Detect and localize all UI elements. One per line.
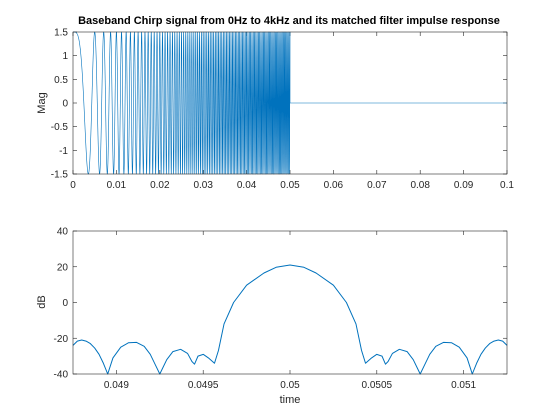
chirp-chart-ylabel: Mag bbox=[36, 92, 48, 113]
matched-ytick-label: 20 bbox=[57, 262, 69, 273]
matched-series-line bbox=[72, 264, 508, 375]
chirp-xtick-label: 0.1 bbox=[500, 180, 514, 191]
matched-filter-chart: dB time 0.049 0.0495 0.05 0.0505 0.051 -40 -20… bbox=[36, 227, 508, 406]
chirp-ytick-label: 0 bbox=[62, 99, 68, 110]
matched-xtick-label: 0.0505 bbox=[362, 380, 393, 391]
chirp-xtick-label: 0.03 bbox=[193, 180, 213, 191]
matched-chart-ylabel: dB bbox=[36, 295, 48, 308]
chirp-ytick-label: -0.5 bbox=[51, 122, 69, 133]
chirp-series-line bbox=[72, 31, 507, 175]
matched-ytick-label: 40 bbox=[57, 227, 69, 238]
matched-axes-box bbox=[72, 230, 508, 375]
chirp-chart-title: Baseband Chirp signal from 0Hz to 4kHz a… bbox=[78, 15, 500, 27]
chirp-xtick-label: 0.06 bbox=[324, 180, 344, 191]
chirp-xtick-label: 0.04 bbox=[237, 180, 257, 191]
chirp-xtick-label: 0.08 bbox=[410, 180, 430, 191]
matched-ytick-label: 0 bbox=[62, 298, 68, 309]
chirp-xtick-label: 0.07 bbox=[367, 180, 387, 191]
chirp-xtick-label: 0.01 bbox=[107, 180, 127, 191]
matched-plot-area bbox=[73, 231, 507, 374]
matched-ytick-label: -20 bbox=[54, 334, 69, 345]
chirp-ytick-label: -1 bbox=[59, 146, 68, 157]
chirp-xtick-label: 0.05 bbox=[280, 180, 300, 191]
chirp-chart: Baseband Chirp signal from 0Hz to 4kHz a… bbox=[36, 15, 514, 191]
chirp-ytick-label: 1.5 bbox=[54, 28, 68, 39]
chirp-xtick-label: 0.09 bbox=[454, 180, 474, 191]
matched-xtick-label: 0.049 bbox=[104, 380, 129, 391]
chirp-ytick-label: 1 bbox=[62, 51, 68, 62]
chirp-ticks: 0 0.01 0.02 0.03 0.04 0.05 0.06 0.07 0.08 0.09 0.1… bbox=[51, 28, 515, 192]
matched-xtick-label: 0.0495 bbox=[188, 380, 219, 391]
matched-chart-xlabel: time bbox=[280, 394, 301, 406]
matched-xtick-label: 0.05 bbox=[280, 380, 300, 391]
chirp-ytick-label: -1.5 bbox=[51, 170, 69, 181]
chirp-axes-box bbox=[72, 31, 508, 175]
chirp-ytick-label: 0.5 bbox=[54, 75, 68, 86]
chirp-xtick-label: 0 bbox=[70, 180, 76, 191]
matched-xtick-label: 0.051 bbox=[451, 380, 476, 391]
matched-ytick-label: -40 bbox=[54, 370, 69, 381]
chirp-xtick-label: 0.02 bbox=[150, 180, 170, 191]
